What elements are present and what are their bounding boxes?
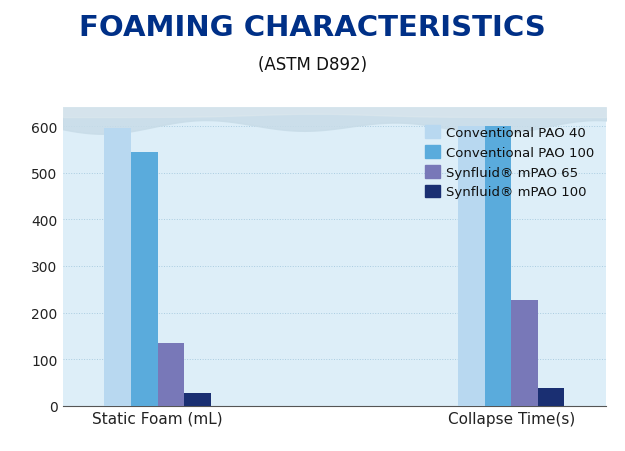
Text: (ASTM D892): (ASTM D892): [258, 56, 367, 74]
Bar: [104, 129, 131, 406]
Text: FOAMING CHARACTERISTICS: FOAMING CHARACTERISTICS: [79, 14, 546, 41]
Legend: Conventional PAO 40, Conventional PAO 100, Synfluid® mPAO 65, Synfluid® mPAO 100: Conventional PAO 40, Conventional PAO 10…: [420, 121, 599, 204]
Bar: [511, 300, 538, 406]
Bar: [131, 152, 158, 406]
Bar: [184, 393, 211, 406]
Bar: [458, 127, 484, 406]
Bar: [538, 388, 564, 406]
Bar: [158, 343, 184, 406]
Bar: [484, 127, 511, 406]
